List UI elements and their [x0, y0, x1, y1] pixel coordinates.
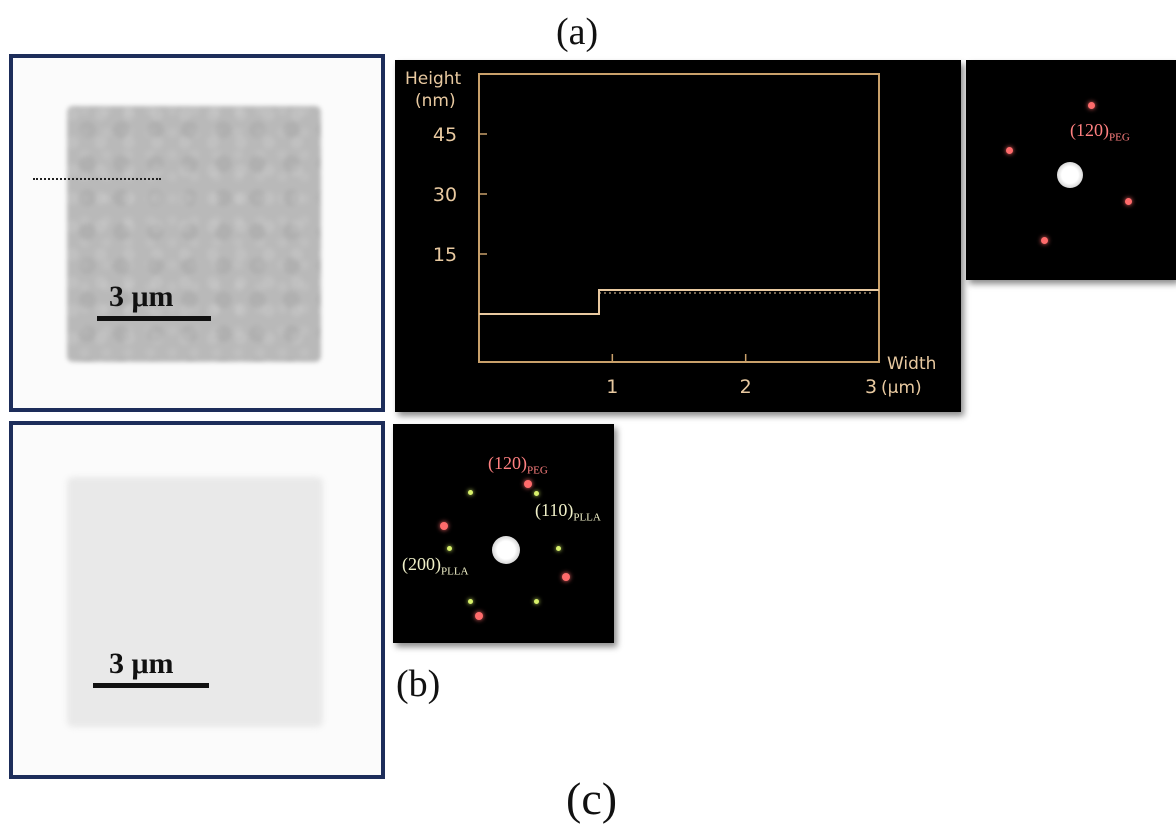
plla-spot: [556, 546, 561, 551]
x-tick-label: 3: [865, 376, 877, 398]
crystal-square: [67, 106, 321, 362]
y-tick-label: 15: [433, 244, 457, 266]
plla-spot: [447, 546, 452, 551]
peg-reflection-label: (120)PEG: [1070, 120, 1130, 144]
plla-spot: [534, 491, 539, 496]
peg-spot: [1088, 102, 1095, 109]
peg-spot: [1006, 147, 1013, 154]
ylabel-line2: (nm): [415, 91, 456, 111]
height-profile-line: [479, 289, 879, 315]
height-profile-chart: Height (nm) Width (μm) 15 30 45 1 2 3: [395, 60, 961, 412]
y-tick-label: 30: [433, 184, 457, 206]
peg-spot: [1125, 198, 1132, 205]
peg-spot: [440, 522, 448, 530]
peg-reflection-label: (120)PEG: [488, 453, 548, 477]
center-beam: [1057, 162, 1083, 188]
label-sub: PLLA: [441, 565, 469, 578]
y-tick-label: 45: [433, 124, 457, 146]
label-main: (120): [488, 453, 527, 473]
plla-110-label: (110)PLLA: [535, 500, 601, 524]
panel-label-c: (c): [566, 773, 618, 824]
label-main: (110): [535, 500, 574, 520]
panel-label-a: (a): [556, 11, 599, 53]
plla-spot: [468, 599, 473, 604]
plla-spot: [468, 490, 473, 495]
scale-bar: [93, 683, 209, 688]
afm-image-panel-a: 3 μm: [9, 54, 385, 412]
x-tick-label: 1: [606, 376, 618, 398]
plla-spot: [534, 599, 539, 604]
scale-bar: [97, 316, 211, 321]
peg-spot: [475, 612, 483, 620]
afm-image-panel-b: 3 μm: [9, 421, 385, 779]
label-main: (120): [1070, 120, 1109, 140]
crystal-square: [67, 477, 323, 727]
label-main: (200): [402, 554, 441, 574]
height-profile-svg: Height (nm) Width (μm) 15 30 45 1 2 3: [405, 69, 936, 398]
peg-spot: [524, 480, 532, 488]
plot-frame: [478, 73, 880, 363]
plla-200-label: (200)PLLA: [402, 554, 469, 578]
saed-pattern-a: (120)PEG: [966, 60, 1176, 280]
xlabel-unit: (μm): [881, 378, 922, 398]
center-beam: [492, 536, 520, 564]
profile-line: [33, 178, 161, 180]
saed-pattern-b: (120)PEG (110)PLLA (200)PLLA: [393, 424, 614, 643]
label-sub: PEG: [527, 464, 548, 477]
x-tick-label: 2: [740, 376, 752, 398]
peg-spot: [1041, 237, 1048, 244]
scale-bar-label: 3 μm: [109, 280, 174, 313]
label-sub: PEG: [1109, 131, 1130, 144]
ylabel-line1: Height: [405, 69, 462, 89]
peg-spot: [562, 573, 570, 581]
xlabel-line1: Width: [887, 354, 936, 374]
panel-label-b: (b): [396, 663, 441, 705]
scale-bar-label: 3 μm: [109, 647, 174, 680]
label-sub: PLLA: [573, 511, 601, 524]
